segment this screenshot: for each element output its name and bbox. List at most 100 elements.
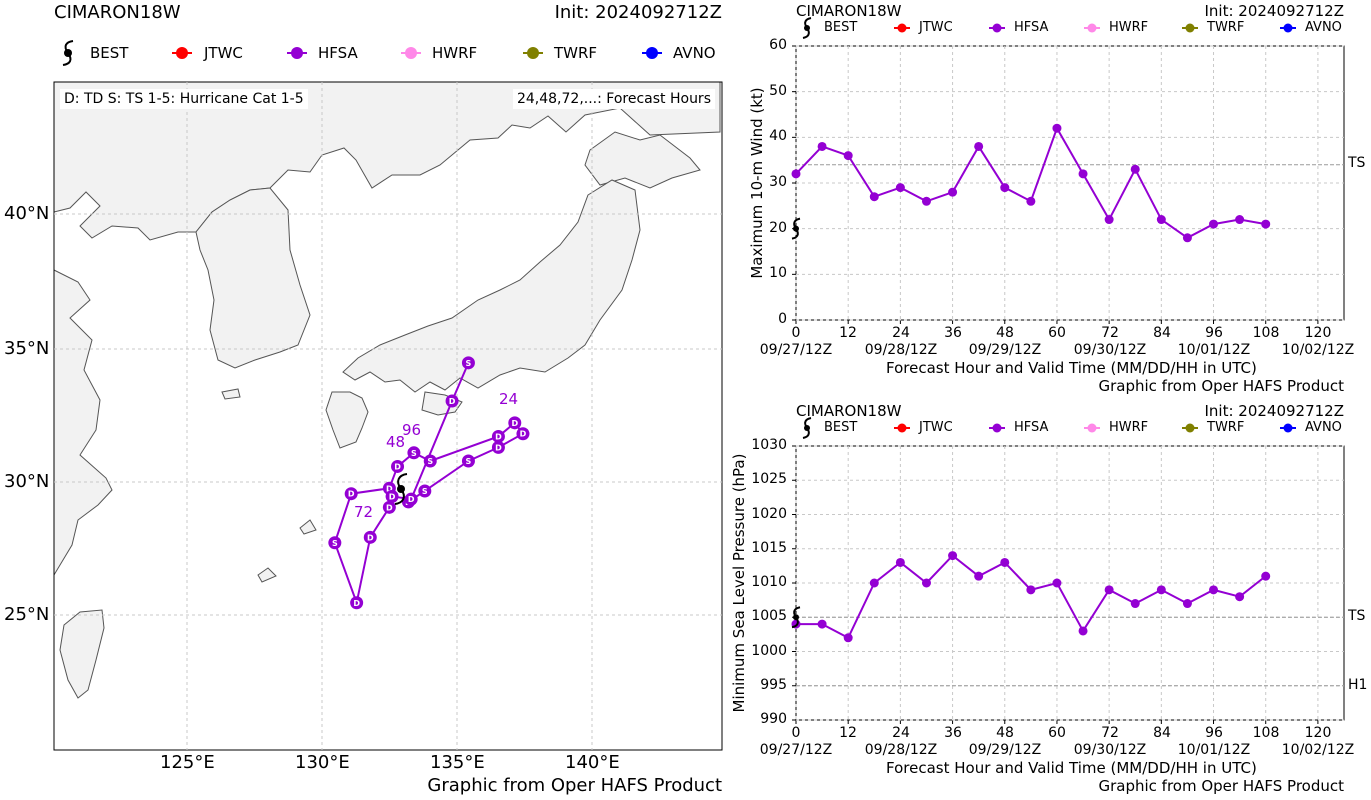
wind-xtick: 0 xyxy=(791,325,801,341)
wind-ytick: 10 xyxy=(769,265,787,281)
land-layer xyxy=(53,81,721,699)
hfsa-track-intensity-label: D xyxy=(348,490,355,499)
map-lat-tick-30: 30°N xyxy=(4,471,50,492)
wind-ytick: 40 xyxy=(769,128,787,144)
wind-xtick: 48 xyxy=(996,325,1014,341)
map-lon-tick-130: 130°E xyxy=(295,752,350,773)
map-legend-jtwc-marker xyxy=(172,47,192,59)
land-china-coast xyxy=(53,269,113,577)
land-kyushu xyxy=(325,391,369,449)
land-honshu xyxy=(342,179,641,393)
pres-ytick: 1025 xyxy=(751,471,787,487)
wind-legend-jtwc: JTWC xyxy=(919,20,953,35)
pres-date-label: 09/29/12Z xyxy=(968,742,1042,758)
map-legend-twrf-marker xyxy=(523,47,543,59)
hfsa-track-intensity-label: D xyxy=(511,419,518,428)
pres-ytick: 1010 xyxy=(751,574,787,590)
wind-legend-best: BEST xyxy=(824,20,858,35)
pres-best-dot xyxy=(793,614,799,621)
hfsa-track-group: DSSDDDDSSDDDSDDDDDDS xyxy=(328,356,530,610)
pres-ytick: 1030 xyxy=(751,437,787,453)
pres-date-label: 10/02/12Z xyxy=(1281,742,1355,758)
pres-hfsa-point xyxy=(1130,599,1140,609)
land-small-island-1 xyxy=(257,567,277,583)
wind-hfsa-point xyxy=(869,192,879,202)
pres-legend-avno: AVNO xyxy=(1305,420,1342,435)
pres-xtick: 60 xyxy=(1048,725,1066,741)
map-legend-best-marker xyxy=(62,40,74,66)
wind-legend-hwrf-marker xyxy=(1084,23,1100,33)
hfsa-track-point xyxy=(363,530,377,544)
hfsa-track-intensity-label: S xyxy=(422,487,428,496)
map-hour-label-72: 72 xyxy=(354,503,374,521)
land-small-island-2 xyxy=(299,519,317,535)
hfsa-track-point xyxy=(391,459,405,473)
wind-hfsa-point xyxy=(1130,164,1140,174)
map-intensity-key: D: TD S: TS 1-5: Hurricane Cat 1-5 xyxy=(60,89,308,109)
hfsa-track-intensity-label: S xyxy=(332,539,338,548)
map-legend-markers xyxy=(62,40,662,66)
pres-legend-hwrf: HWRF xyxy=(1109,420,1149,435)
wind-hfsa-point xyxy=(1078,169,1088,179)
pres-hfsa-line xyxy=(796,554,1267,640)
pres-hfsa-point xyxy=(921,578,931,588)
pres-legend-jtwc-marker xyxy=(894,423,910,433)
pres-date-label: 09/28/12Z xyxy=(864,742,938,758)
wind-hfsa-point xyxy=(1026,196,1036,206)
pres-date-label: 09/30/12Z xyxy=(1073,742,1147,758)
wind-ytick: 50 xyxy=(769,83,787,99)
pres-xtick: 84 xyxy=(1153,725,1171,741)
pres-legend-hfsa-marker xyxy=(989,423,1005,433)
hfsa-track-intensity-label: D xyxy=(367,533,374,542)
pres-legend-twrf-marker xyxy=(1182,423,1198,433)
wind-hfsa-point xyxy=(974,141,984,151)
hfsa-track-point xyxy=(423,454,437,468)
wind-legend-jtwc-marker xyxy=(894,23,910,33)
land-taiwan xyxy=(59,609,105,699)
wind-ref-label-ts: TS xyxy=(1348,155,1366,171)
map-legend-hfsa: HFSA xyxy=(318,44,358,62)
wind-legend-avno: AVNO xyxy=(1305,20,1342,35)
pres-hfsa-point xyxy=(895,557,905,567)
wind-xtick: 36 xyxy=(944,325,962,341)
hfsa-track-point xyxy=(508,416,522,430)
map-hour-label-48: 48 xyxy=(386,433,406,451)
pres-ref-label-h1: H1 xyxy=(1348,677,1368,693)
hfsa-track-point xyxy=(461,454,475,468)
pres-ytick: 1020 xyxy=(751,506,787,522)
pres-xtick: 108 xyxy=(1252,725,1280,741)
wind-hfsa-point xyxy=(921,196,931,206)
pres-ytick: 1015 xyxy=(751,540,787,556)
wind-ylabel: Maximum 10-m Wind (kt) xyxy=(748,87,766,279)
pres-hfsa-point xyxy=(817,619,827,629)
map-legend-avno-marker xyxy=(642,47,662,59)
wind-ytick: 0 xyxy=(778,311,787,327)
hfsa-track-intensity-label: S xyxy=(411,449,417,458)
hfsa-track-intensity-label: D xyxy=(394,462,401,471)
pres-series-group xyxy=(791,551,1271,643)
map-legend-hwrf-marker xyxy=(401,47,421,59)
pres-xtick: 48 xyxy=(996,725,1014,741)
hfsa-track-intensity-label: S xyxy=(466,457,472,466)
pres-legend-best: BEST xyxy=(824,420,858,435)
wind-hfsa-point xyxy=(791,169,801,179)
pres-date-label: 10/01/12Z xyxy=(1177,742,1251,758)
wind-credit: Graphic from Oper HAFS Product xyxy=(1098,377,1344,395)
land-shikoku xyxy=(421,391,463,416)
wind-gridlines xyxy=(792,45,1344,324)
hfsa-track-point xyxy=(407,446,421,460)
map-lon-tick-125: 125°E xyxy=(160,752,215,773)
wind-init-label: Init: 2024092712Z xyxy=(1204,2,1344,20)
wind-legend-hfsa: HFSA xyxy=(1014,20,1049,35)
hfsa-track-intensity-label: S xyxy=(466,359,472,368)
pres-xtick: 36 xyxy=(944,725,962,741)
wind-legend-best-marker xyxy=(802,17,812,39)
pres-xtick: 0 xyxy=(791,725,801,741)
wind-legend-avno-marker xyxy=(1280,23,1296,33)
pres-ref-label-ts: TS xyxy=(1348,608,1366,624)
wind-legend-twrf: TWRF xyxy=(1207,20,1245,35)
map-frame xyxy=(53,81,723,751)
pres-init-label: Init: 2024092712Z xyxy=(1204,402,1344,420)
wind-storm-title: CIMARON18W xyxy=(796,2,902,20)
pres-date-label: 09/27/12Z xyxy=(759,742,833,758)
